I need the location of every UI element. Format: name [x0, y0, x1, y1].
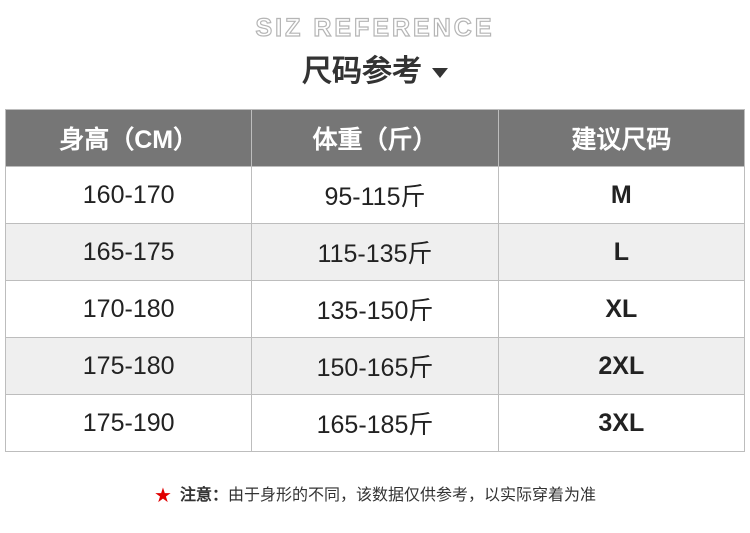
size-table: 身高（CM） 体重（斤） 建议尺码 160-170 95-115斤 M 165-17… — [4, 109, 746, 452]
note-label: 注意： — [179, 487, 228, 504]
height-cell: 175-190 — [4, 394, 253, 452]
table-row: 170-180 135-150斤 XL — [4, 280, 746, 338]
weight-cell: 165-185斤 — [251, 394, 499, 452]
title-chinese: 尺码参考 — [0, 46, 750, 90]
size-cell: 2XL — [497, 337, 746, 395]
star-icon: ★ — [154, 485, 172, 507]
table-row: 175-190 165-185斤 3XL — [4, 394, 746, 452]
size-cell: XL — [497, 280, 746, 338]
height-cell: 160-170 — [4, 166, 253, 224]
title-english: SIZ REFERENCE — [255, 13, 495, 42]
column-header: 体重（斤） — [251, 109, 499, 167]
table-row: 175-180 150-165斤 2XL — [4, 337, 746, 395]
weight-cell: 150-165斤 — [251, 337, 499, 395]
note-text: 由于身形的不同，该数据仅供参考，以实际穿着为准 — [227, 487, 596, 504]
weight-cell: 135-150斤 — [251, 280, 499, 338]
triangle-down-icon — [432, 68, 448, 79]
disclaimer-note: ★ 注意：由于身形的不同，该数据仅供参考，以实际穿着为准 — [0, 481, 750, 508]
size-cell: L — [497, 223, 746, 281]
table-row: 165-175 115-135斤 L — [4, 223, 746, 281]
size-cell: M — [497, 166, 746, 224]
height-cell: 175-180 — [4, 337, 253, 395]
weight-cell: 95-115斤 — [251, 166, 499, 224]
weight-cell: 115-135斤 — [251, 223, 499, 281]
column-header: 身高（CM） — [4, 109, 253, 167]
table-header-row: 身高（CM） 体重（斤） 建议尺码 — [4, 109, 746, 167]
table-row: 160-170 95-115斤 M — [4, 166, 746, 224]
column-header: 建议尺码 — [497, 109, 746, 167]
height-cell: 165-175 — [4, 223, 253, 281]
height-cell: 170-180 — [4, 280, 253, 338]
title-chinese-text: 尺码参考 — [302, 55, 422, 88]
size-cell: 3XL — [497, 394, 746, 452]
